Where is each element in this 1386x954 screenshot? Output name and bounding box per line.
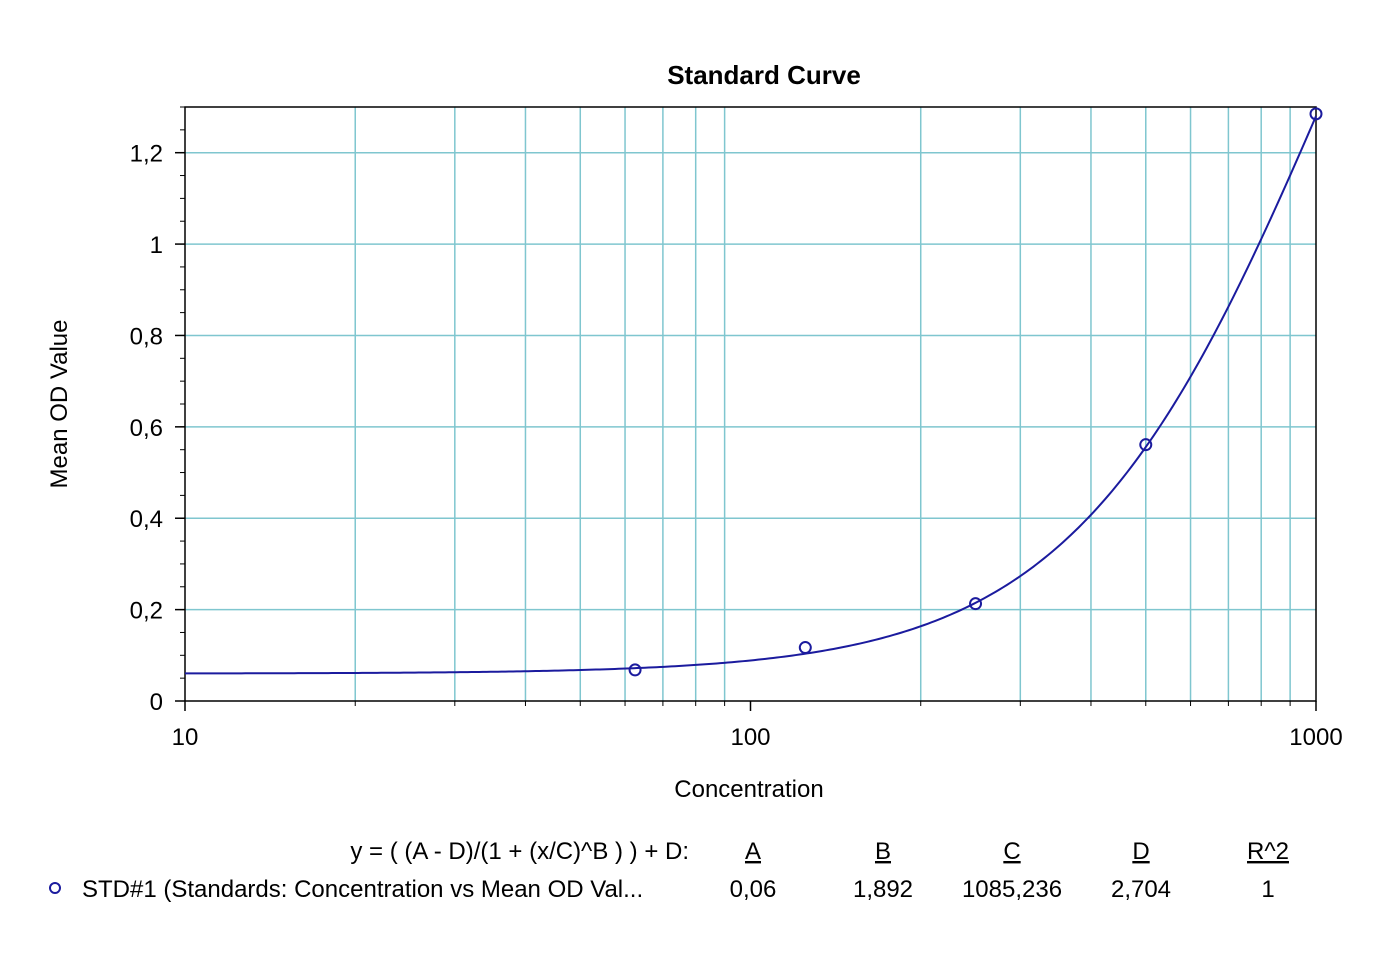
x-tick-label: 100: [730, 724, 770, 751]
param-header-r2: R^2: [1247, 838, 1289, 865]
param-value-r2: 1: [1261, 876, 1274, 903]
y-tick-label: 0: [150, 689, 163, 716]
chart-title: Standard Curve: [667, 60, 861, 90]
y-tick-label: 1: [150, 232, 163, 259]
fit-curve-group: [185, 115, 1317, 675]
data-point: [1139, 438, 1153, 452]
legend-series-name: STD#1 (Standards: Concentration vs Mean …: [82, 876, 643, 903]
y-tick-label: 1,2: [130, 141, 163, 168]
x-tick-label: 1000: [1289, 724, 1342, 751]
param-header-a: A: [745, 838, 761, 865]
fit-parameters-table: y = ( (A - D)/(1 + (x/C)^B ) ) + D: A B …: [49, 838, 1289, 903]
param-header-c: C: [1003, 838, 1020, 865]
data-point: [798, 641, 812, 655]
y-tick-label: 0,2: [130, 598, 163, 625]
y-tick-label: 0,8: [130, 323, 163, 350]
data-points: [628, 107, 1323, 677]
param-value-b: 1,892: [853, 876, 913, 903]
param-header-d: D: [1132, 838, 1149, 865]
fit-curve: [185, 115, 1317, 675]
fit-equation: y = ( (A - D)/(1 + (x/C)^B ) ) + D:: [350, 838, 689, 865]
axis-ticks: 10 100 1000 0 0,2 0,4 0,6 0,8 1 1,2: [130, 106, 1343, 751]
param-value-a: 0,06: [730, 876, 777, 903]
param-value-c: 1085,236: [962, 876, 1062, 903]
data-point: [969, 597, 983, 611]
y-axis-label: Mean OD Value: [46, 320, 73, 489]
param-value-d: 2,704: [1111, 876, 1171, 903]
param-header-b: B: [875, 838, 891, 865]
x-tick-label: 10: [172, 724, 199, 751]
y-tick-label: 0,6: [130, 415, 163, 442]
y-tick-label: 0,4: [130, 506, 163, 533]
x-axis-label: Concentration: [674, 776, 823, 803]
data-point: [628, 663, 642, 677]
data-point: [1309, 107, 1323, 121]
legend-marker: [49, 882, 61, 894]
grid-lines: [185, 107, 1316, 701]
